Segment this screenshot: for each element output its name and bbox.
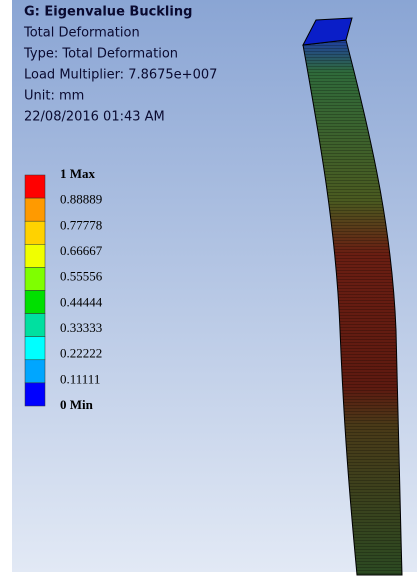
title: G: Eigenvalue Buckling	[24, 5, 192, 20]
legend-swatch	[25, 314, 45, 337]
header-line: Type: Total Deformation	[23, 47, 178, 62]
legend-swatch	[25, 221, 45, 244]
legend-label: 1 Max	[60, 166, 96, 181]
legend-label: 0.66667	[60, 243, 103, 258]
legend-label: 0.33333	[60, 320, 102, 335]
legend-swatch	[25, 360, 45, 383]
page: G: Eigenvalue Buckling Total Deformation…	[0, 0, 417, 583]
header-line: Unit: mm	[24, 89, 84, 104]
legend-swatch	[25, 337, 45, 360]
legend-label: 0.22222	[60, 346, 102, 361]
legend-label: 0.55556	[60, 269, 103, 284]
legend-swatch	[25, 383, 45, 406]
legend-label: 0.77778	[60, 217, 102, 232]
legend-swatch	[25, 244, 45, 267]
legend-label: 0.11111	[60, 371, 100, 386]
header-line: Load Multiplier: 7.8675e+007	[24, 68, 217, 83]
viewport: G: Eigenvalue Buckling Total Deformation…	[0, 0, 417, 583]
legend-label: 0.44444	[60, 294, 103, 309]
header-line: Total Deformation	[23, 26, 140, 41]
legend-label: 0 Min	[60, 397, 94, 412]
legend-swatch	[25, 267, 45, 290]
legend-swatch	[25, 198, 45, 221]
legend-swatch	[25, 175, 45, 198]
header-line: 22/08/2016 01:43 AM	[24, 110, 165, 125]
legend-swatch	[25, 291, 45, 314]
legend-label: 0.88889	[60, 192, 102, 207]
